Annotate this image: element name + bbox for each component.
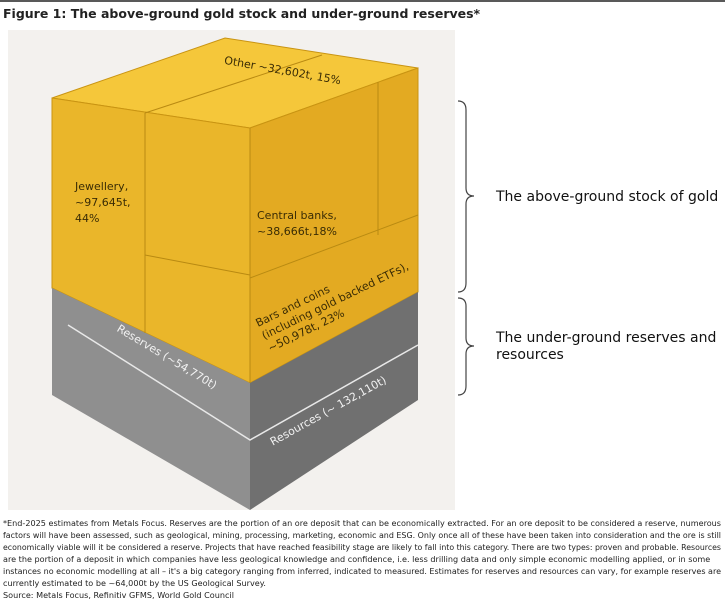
under-ground-label: The under-ground reserves and resources [495, 330, 721, 363]
jewellery-line: 44% [75, 212, 99, 225]
jewellery-label: Jewellery, ~97,645t, 44% [74, 180, 134, 225]
above-ground-label: The above-ground stock of gold [495, 189, 718, 205]
figure-title: Figure 1: The above-ground gold stock an… [3, 6, 481, 21]
source: Source: Metals Focus, Refinitiv GFMS, Wo… [3, 590, 234, 600]
block-dividers [144, 54, 419, 383]
footnote-line: *End-2025 estimates from Metals Focus. R… [3, 518, 721, 528]
jewellery-line: Jewellery, [74, 180, 128, 193]
central-banks-line: ~38,666t,18% [257, 225, 337, 238]
reserve-divider [67, 324, 419, 441]
footnote-line: instances no economic modelling at all –… [3, 566, 721, 576]
footnote-line: economically viable will it be considere… [3, 542, 721, 552]
under-ground-line: resources [496, 347, 564, 363]
brace-under [457, 297, 475, 396]
central-banks-label: Central banks, ~38,666t,18% [257, 209, 340, 238]
jewellery-line: ~97,645t, [75, 196, 131, 209]
footnote-line: currently estimated to be ~64,000t by th… [3, 578, 266, 588]
right-face-gray [250, 292, 418, 510]
footnote: *End-2025 estimates from Metals Focus. R… [3, 518, 721, 600]
footnote-line: are the portion of a deposit in which co… [3, 554, 710, 564]
under-ground-line: The under-ground reserves and [495, 330, 716, 346]
left-face-gray [52, 288, 250, 510]
footnote-line: factors will have been assessed, such as… [3, 530, 721, 540]
brace-above [457, 100, 475, 293]
central-banks-line: Central banks, [257, 209, 337, 222]
